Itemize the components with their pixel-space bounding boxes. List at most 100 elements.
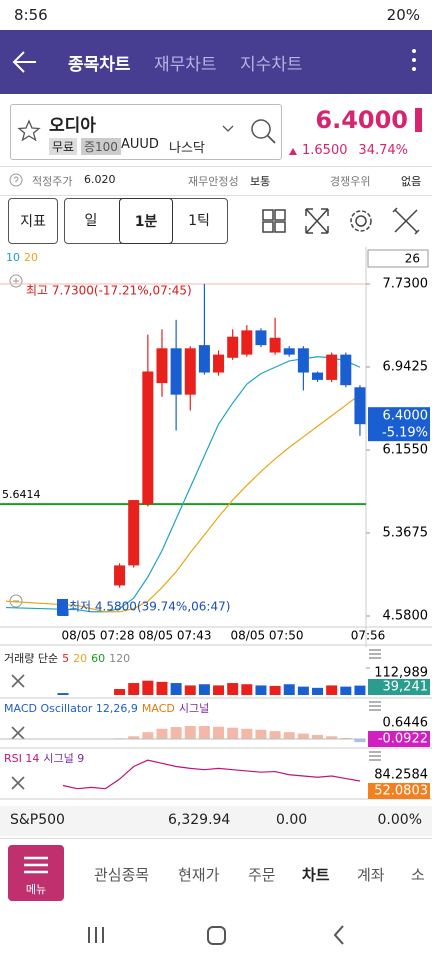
- panel-title-part: 거래량 단순: [4, 652, 58, 665]
- rsi-line: [62, 759, 361, 790]
- period-button[interactable]: 일: [66, 200, 116, 240]
- panel-close-icons[interactable]: [11, 674, 25, 790]
- price-change-pct: 34.74%: [358, 143, 408, 158]
- back-nav-button[interactable]: [333, 925, 344, 945]
- volume-bar: [354, 685, 366, 695]
- candle-body: [184, 348, 196, 395]
- candle-body: [255, 330, 267, 346]
- y-tick-label: 4.5800: [383, 609, 429, 624]
- period-button[interactable]: 1틱: [174, 200, 224, 240]
- recent-button[interactable]: [88, 927, 104, 943]
- candle-body: [354, 387, 366, 425]
- stock-selector[interactable]: 오디아 무료 증100 AUUD 나스닥: [10, 104, 282, 160]
- volume-bar: [170, 683, 182, 695]
- macd-bar: [354, 739, 366, 743]
- panel-menu-icons[interactable]: [369, 649, 381, 761]
- volume-bar: [227, 683, 239, 695]
- search-icon[interactable]: [249, 117, 277, 145]
- nav-item-active[interactable]: 차트: [302, 866, 330, 884]
- exchange: 나스닥: [169, 141, 205, 156]
- tag: 무료: [49, 138, 78, 155]
- panel-title-part: 시그널: [179, 702, 209, 715]
- macd-bar: [312, 734, 324, 739]
- panel-title-part: MACD Oscillator 12,26,9: [4, 702, 138, 715]
- tab[interactable]: 재무차트: [154, 55, 217, 75]
- nav-item[interactable]: 계좌: [357, 866, 385, 884]
- more-button[interactable]: [406, 46, 422, 76]
- bottom-nav: 메뉴 관심종목 현재가 주문 차트 계좌 소: [0, 838, 432, 907]
- volume-bar: [241, 684, 253, 695]
- panel-title: 거래량 단순 5 20 60 120: [4, 652, 130, 665]
- toolbar-icons[interactable]: [258, 204, 428, 238]
- volume-bar: [128, 683, 140, 695]
- market-value: 6,329.94: [168, 812, 231, 828]
- info-label: 재무안정성: [188, 175, 239, 188]
- low-marker: [57, 599, 68, 615]
- macd-bar: [227, 727, 239, 739]
- macd-bar: [326, 736, 338, 739]
- tab[interactable]: 지수차트: [240, 55, 303, 75]
- volume-bar: [340, 686, 352, 695]
- menu-button[interactable]: 메뉴: [8, 845, 64, 901]
- volume-bar: [156, 681, 168, 695]
- macd-bar: [170, 727, 182, 739]
- menu-icon: [24, 856, 48, 874]
- volume-bar: [326, 685, 338, 695]
- chart: 26 10 20 7.7300 6.9425 6.1550 5.3675 4.5800 5.6…: [0, 247, 432, 800]
- nav-item[interactable]: 관심종목: [94, 866, 150, 884]
- candle-body: [213, 354, 225, 373]
- dropdown-icon[interactable]: [221, 123, 235, 135]
- macd-bar: [241, 728, 253, 739]
- period-box[interactable]: [367, 249, 429, 268]
- period-box-label: 26: [405, 252, 420, 266]
- ma-line: [5, 394, 361, 613]
- menu-label: 메뉴: [25, 883, 47, 896]
- y-tick-label: 112,989: [374, 666, 428, 681]
- stock-price: 6.4000: [315, 106, 408, 134]
- star-icon[interactable]: [17, 119, 41, 143]
- panel-title-part: 5: [62, 652, 69, 665]
- period-button-active[interactable]: 1분: [119, 198, 173, 244]
- nav-item[interactable]: 소: [411, 866, 425, 884]
- info-row: 적정주가 6.020 재무안정성 보통 경쟁우위 없음: [0, 166, 432, 196]
- macd-bar: [156, 728, 168, 739]
- tab-active[interactable]: 종목차트: [68, 55, 131, 75]
- x-tick-label: 07:56: [351, 629, 386, 643]
- x-tick-label: 08/05 07:43: [139, 629, 212, 643]
- macd-bar: [283, 732, 295, 739]
- panel-title-part: RSI 14: [4, 752, 39, 765]
- status-battery: 20%: [386, 6, 420, 24]
- candle-body: [170, 348, 182, 395]
- market-change: 0.00: [276, 812, 308, 828]
- candle-body: [269, 337, 281, 353]
- home-button[interactable]: [207, 926, 226, 945]
- candle-body: [128, 500, 140, 566]
- zoom-in-icon[interactable]: [9, 274, 23, 288]
- candle-body: [198, 345, 210, 373]
- current-price-box: [368, 407, 430, 442]
- back-button[interactable]: [10, 48, 38, 76]
- tag: 증100: [81, 138, 121, 155]
- nav-item[interactable]: 현재가: [178, 866, 220, 884]
- panel-title-part: 60: [91, 652, 105, 665]
- indicator-button[interactable]: 지표: [8, 198, 58, 244]
- volume-bar: [57, 693, 69, 695]
- candle-body: [142, 371, 154, 505]
- y-tick-label: 6.1550: [383, 443, 429, 458]
- volume-bar: [297, 686, 309, 695]
- y-tick-label: 6.9425: [383, 360, 429, 375]
- macd-bar: [269, 731, 281, 739]
- panel-title-part: MACD: [142, 702, 175, 715]
- volume-bar: [114, 689, 126, 695]
- volume-bar: [198, 684, 210, 695]
- y-tick-label: 7.7300: [383, 277, 429, 292]
- ma-line: [5, 356, 361, 613]
- macd-bar: [184, 726, 196, 739]
- low-label: 최저 4.5800(39.74%,06:47): [69, 600, 230, 614]
- ma-legend: 10: [6, 251, 20, 264]
- volume-bar: [283, 684, 295, 695]
- nav-item[interactable]: 주문: [248, 866, 276, 884]
- info-value: 없음: [401, 175, 422, 188]
- help-icon[interactable]: [9, 173, 23, 187]
